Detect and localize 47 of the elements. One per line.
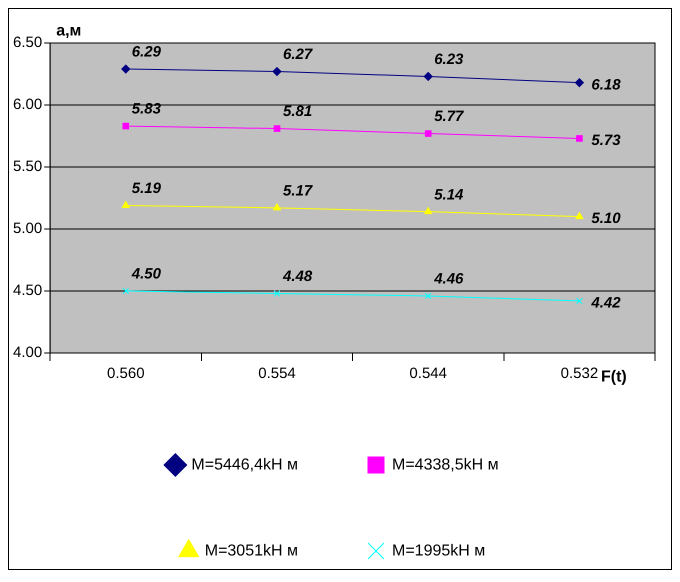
point xyxy=(424,130,432,137)
y-axis-title: а,м xyxy=(56,22,82,40)
point xyxy=(575,212,584,220)
legend-label: M=5446,4kH м xyxy=(191,456,298,474)
x-axis-title: F(t) xyxy=(601,368,627,386)
point xyxy=(272,67,282,76)
point xyxy=(122,288,130,294)
data-label: 5.14 xyxy=(434,186,464,204)
y-tick-label: 5.50 xyxy=(12,158,42,176)
data-label: 6.27 xyxy=(282,46,313,64)
legend-label: M=4338,5kH м xyxy=(392,456,499,474)
point xyxy=(576,298,583,304)
point xyxy=(122,200,130,208)
point xyxy=(274,125,280,132)
y-tick-label: 5.00 xyxy=(12,220,42,238)
point xyxy=(574,78,584,88)
data-label: 4.42 xyxy=(590,294,622,312)
data-label: 5.73 xyxy=(591,132,622,150)
point xyxy=(122,122,130,130)
data-label: 5.10 xyxy=(591,210,622,228)
y-tick-label: 6.00 xyxy=(12,96,42,114)
point xyxy=(424,72,433,81)
x-tick-label: 0.554 xyxy=(258,365,296,382)
point xyxy=(424,207,432,214)
y-tick-label: 4.00 xyxy=(12,344,42,362)
data-label: 5.81 xyxy=(282,103,312,120)
legend-label: M=3051kH м xyxy=(204,542,298,560)
data-label: 5.17 xyxy=(282,182,313,200)
x-tick-label: 0.544 xyxy=(409,365,447,382)
data-label: 4.50 xyxy=(130,266,162,283)
data-label: 6.29 xyxy=(132,44,162,61)
point xyxy=(273,203,281,210)
point xyxy=(274,290,280,297)
y-tick-label: 6.50 xyxy=(12,34,42,52)
data-label: 4.48 xyxy=(282,268,313,286)
data-label: 5.77 xyxy=(434,108,464,126)
data-label: 4.46 xyxy=(433,270,464,288)
point xyxy=(121,64,130,74)
legend-label: M=1995kH м xyxy=(392,542,486,560)
y-tick-label: 4.50 xyxy=(12,282,42,300)
x-tick-label: 0.532 xyxy=(560,365,598,382)
data-label: 6.18 xyxy=(591,76,622,94)
x-tick-label: 0.560 xyxy=(107,365,145,382)
data-label: 6.23 xyxy=(434,51,464,68)
point xyxy=(424,292,432,300)
point xyxy=(576,135,583,142)
data-label: 5.19 xyxy=(132,180,162,198)
